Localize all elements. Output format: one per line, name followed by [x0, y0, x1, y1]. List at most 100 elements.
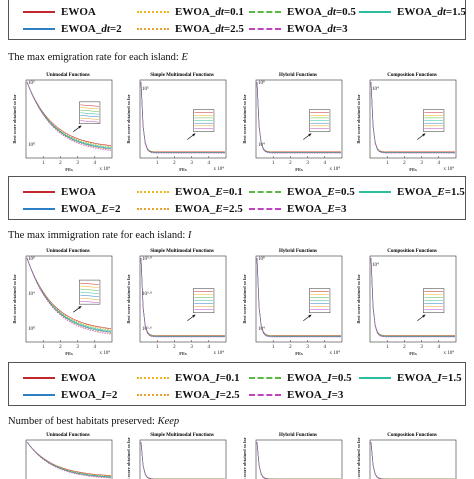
chart-svg: Unimodal Functions [25, 433, 113, 479]
legend-label: EWOA_I=2.5 [175, 389, 240, 401]
legend-label-param: I [101, 389, 106, 401]
legend-label-base: EWOA_ [175, 203, 216, 215]
legend-label-param: E [215, 186, 223, 198]
legend-entry: EWOA_E=2.5 [137, 202, 243, 216]
legend-label-param: E [101, 203, 109, 215]
series-line [26, 81, 112, 150]
legend-label-base: EWOA_ [61, 23, 102, 35]
x-tick-label: 4 [438, 345, 441, 350]
legend-entry: EWOA_I=2.5 [137, 388, 240, 402]
chart-svg: Unimodal Functions Best score obtained so… [12, 73, 113, 172]
legend-entry: EWOA_E=1.5 [359, 185, 465, 199]
inset-series-line [80, 300, 99, 303]
legend-label-param: I [327, 372, 332, 384]
legend-dt: EWOA EWOA_dt=0.1 EWOA_dt=0.5 EWOA_dt=1.5 EWO… [8, 0, 466, 40]
chart-svg: Composition Functions Best score obtained… [356, 73, 457, 172]
legend-label-base: EWOA_ [175, 389, 216, 401]
legend-label: EWOA_I=2 [61, 389, 117, 401]
y-axis-label: Best score obtained so far [242, 274, 247, 323]
legend-label-base: EWOA_ [397, 186, 438, 198]
legend-label-base: EWOA_ [287, 186, 328, 198]
zoom-inset [79, 279, 101, 305]
x-tick-label: 3 [190, 161, 193, 166]
x-tick-label: 3 [306, 345, 309, 350]
x-tick-label: 1 [386, 345, 389, 350]
legend-label: EWOA_dt=2 [61, 23, 122, 35]
chart-svg: Composition Functions Best score obtained… [356, 249, 457, 356]
legend-label-base: EWOA_ [61, 389, 102, 401]
inset-series-line [80, 109, 99, 112]
legend-line-swatch [23, 208, 55, 210]
legend-entry: EWOA_E=0.1 [137, 185, 243, 199]
legend-label-value: =0.1 [219, 372, 240, 384]
legend-label: EWOA_I=3 [287, 389, 343, 401]
legend-line-swatch [137, 191, 169, 193]
series-line [370, 81, 455, 154]
x-tick-label: 2 [59, 345, 62, 350]
chart-panel: Simple Multimodal Functions Best score ob… [124, 70, 232, 172]
legend-label-value: =0.1 [222, 186, 243, 198]
legend-label-base: EWOA [61, 186, 96, 198]
x-tick-label: 1 [272, 345, 275, 350]
chart-svg: Simple Multimodal Functions Best score ob… [126, 73, 227, 172]
legend-entry: EWOA_I=2 [23, 388, 117, 402]
chart-title: Simple Multimodal Functions [150, 73, 214, 78]
y-axis-label: Best score obtained so far [242, 94, 247, 143]
y-axis-label: Best score obtained so far [356, 274, 361, 323]
legend-label-base: EWOA [61, 6, 96, 18]
chart-title: Simple Multimodal Functions [150, 249, 214, 254]
legend-label-param: E [327, 186, 335, 198]
legend-line-swatch [137, 394, 169, 396]
y-tick-label: 10²·⁸ [142, 291, 152, 297]
x-tick-label: 1 [42, 345, 45, 350]
zoom-arrow-head [422, 133, 426, 137]
x-exponent-label: x 10⁴ [214, 166, 225, 172]
legend-label-value: =0.5 [335, 6, 356, 18]
y-tick-label: 10⁴ [372, 262, 379, 268]
legend-label: EWOA_dt=0.5 [287, 6, 356, 18]
chart-panel: Composition Functions Best score obtained… [354, 70, 462, 172]
legend-line-swatch [137, 208, 169, 210]
legend-label: EWOA_dt=0.1 [175, 6, 244, 18]
legend-entry: EWOA_I=0.1 [137, 371, 240, 385]
plot-area [369, 439, 457, 479]
y-tick-label: 10³·⁰ [142, 256, 152, 262]
legend-line-swatch [359, 377, 391, 379]
x-tick-label: 3 [76, 161, 79, 166]
chart-panel: Unimodal Functions [10, 430, 118, 479]
y-axis-label: Best score obtained so far [12, 94, 17, 143]
legend-label-param: dt [327, 23, 336, 35]
legend-label-value: =2.5 [223, 23, 244, 35]
legend-label: EWOA_dt=1.5 [397, 6, 466, 18]
x-axis-label: FEs [409, 351, 417, 356]
legend-label-param: E [327, 203, 335, 215]
legend-i: EWOA EWOA_I=0.1 EWOA_I=0.5 EWOA_I=1.5 EWOA_I… [8, 362, 466, 406]
legend-label-param: I [215, 389, 220, 401]
x-axis-label: FEs [295, 167, 303, 172]
legend-label-value: =0.5 [334, 186, 355, 198]
inset-series-line [80, 288, 99, 291]
legend-label: EWOA_E=2.5 [175, 203, 243, 215]
x-axis-label: FEs [65, 167, 73, 172]
series-line [26, 257, 112, 335]
legend-label-base: EWOA_ [397, 372, 438, 384]
section-title-immigration: The max immigration rate for each island… [8, 230, 192, 241]
chart-panel: Hybrid Functions Best score obtained so f… [240, 246, 348, 356]
x-tick-label: 4 [94, 161, 97, 166]
series-line [26, 257, 112, 331]
legend-entry: EWOA [23, 5, 96, 19]
legend-label: EWOA_E=1.5 [397, 186, 465, 198]
chart-panel: Composition Functions Best score obtained… [354, 430, 462, 479]
chart-title: Composition Functions [387, 73, 437, 78]
legend-label-param: dt [215, 6, 224, 18]
y-tick-label: 10⁴ [372, 86, 379, 92]
zoom-arrow-head [192, 133, 196, 137]
x-axis-label: FEs [409, 167, 417, 172]
x-tick-label: 2 [173, 161, 176, 166]
legend-label-base: EWOA_ [175, 23, 216, 35]
chart-svg: Simple Multimodal Functions Best score ob… [126, 249, 227, 356]
x-tick-label: 4 [208, 345, 211, 350]
inset-series-line [80, 117, 99, 120]
series-line [26, 81, 112, 150]
y-axis-label: Best score obtained so far [126, 274, 131, 323]
